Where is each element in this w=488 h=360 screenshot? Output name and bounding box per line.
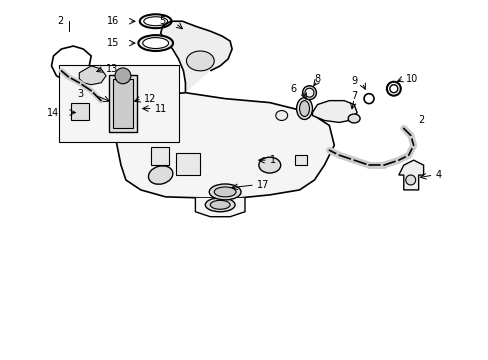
Text: 3: 3 — [77, 89, 83, 99]
Ellipse shape — [148, 166, 172, 184]
Ellipse shape — [205, 198, 235, 212]
PathPatch shape — [161, 21, 232, 93]
Ellipse shape — [258, 157, 280, 173]
Circle shape — [115, 68, 131, 84]
Ellipse shape — [209, 184, 241, 200]
Ellipse shape — [214, 187, 236, 197]
Ellipse shape — [347, 114, 359, 123]
Text: 1: 1 — [269, 155, 275, 165]
Text: 6: 6 — [290, 84, 296, 94]
PathPatch shape — [312, 100, 356, 122]
FancyBboxPatch shape — [294, 155, 306, 165]
Ellipse shape — [296, 98, 312, 120]
Text: 2: 2 — [57, 16, 63, 26]
FancyBboxPatch shape — [150, 147, 168, 165]
PathPatch shape — [398, 160, 423, 190]
Bar — [60, 65, 178, 142]
PathPatch shape — [195, 198, 244, 217]
Ellipse shape — [186, 51, 214, 71]
Ellipse shape — [142, 37, 168, 49]
Ellipse shape — [138, 35, 173, 51]
Ellipse shape — [299, 100, 309, 117]
Text: 17: 17 — [256, 180, 269, 190]
Ellipse shape — [102, 98, 120, 113]
Ellipse shape — [302, 86, 316, 100]
FancyBboxPatch shape — [175, 153, 200, 175]
Text: 11: 11 — [154, 104, 166, 113]
Text: 4: 4 — [435, 170, 441, 180]
Text: 15: 15 — [106, 38, 119, 48]
PathPatch shape — [91, 103, 126, 135]
Text: 10: 10 — [405, 74, 417, 84]
Bar — [109, 75, 137, 132]
Text: 8: 8 — [314, 74, 320, 84]
PathPatch shape — [116, 93, 334, 198]
PathPatch shape — [79, 66, 106, 85]
Bar — [113, 79, 133, 129]
Bar — [71, 103, 89, 121]
Text: 16: 16 — [106, 16, 119, 26]
Ellipse shape — [305, 88, 313, 97]
Text: 12: 12 — [143, 94, 156, 104]
Text: 2: 2 — [418, 116, 424, 126]
Text: 5: 5 — [159, 16, 165, 26]
Text: 9: 9 — [350, 76, 356, 86]
Circle shape — [405, 175, 415, 185]
Ellipse shape — [275, 111, 287, 121]
Text: 7: 7 — [350, 91, 357, 101]
Ellipse shape — [210, 201, 230, 209]
Text: 13: 13 — [106, 64, 118, 74]
Text: 14: 14 — [47, 108, 60, 117]
